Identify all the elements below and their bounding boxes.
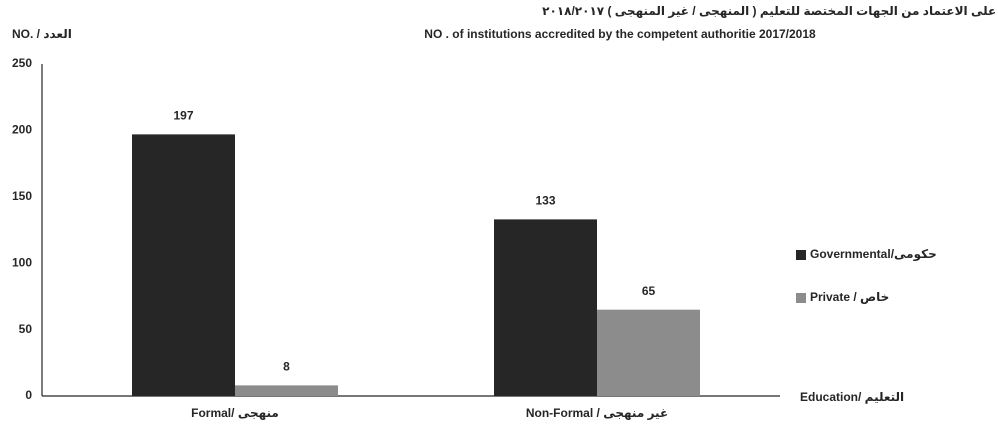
- legend-swatch: [796, 250, 806, 260]
- chart-subtitle: NO . of institutions accredited by the c…: [424, 27, 816, 41]
- y-tick-label: 100: [12, 255, 32, 269]
- y-tick-label: 0: [25, 388, 32, 402]
- value-label: 8: [283, 360, 290, 374]
- y-axis-label: NO. / العدد: [12, 27, 72, 41]
- legend-label: Private / خاص: [810, 290, 889, 304]
- y-tick-label: 150: [12, 189, 32, 203]
- y-tick-label: 250: [12, 56, 32, 70]
- bar: [597, 309, 700, 396]
- bar: [132, 134, 235, 396]
- value-label: 65: [642, 284, 656, 298]
- bar: [494, 219, 597, 396]
- bar: [235, 385, 338, 396]
- x-tick-label: Non-Formal / غير منهجى: [526, 406, 668, 420]
- value-label: 133: [535, 194, 555, 208]
- legend-swatch: [796, 293, 806, 303]
- chart-title: عدد المؤسسات الحاصلة على الاعتماد من الج…: [542, 4, 998, 19]
- legend-label: Governmental/حكومى: [810, 247, 937, 262]
- y-tick-label: 200: [12, 123, 32, 137]
- value-label: 197: [173, 109, 193, 123]
- x-axis-label: Education/ التعليم: [800, 390, 904, 404]
- x-tick-label: Formal/ منهجى: [191, 406, 279, 420]
- y-tick-label: 50: [19, 322, 33, 336]
